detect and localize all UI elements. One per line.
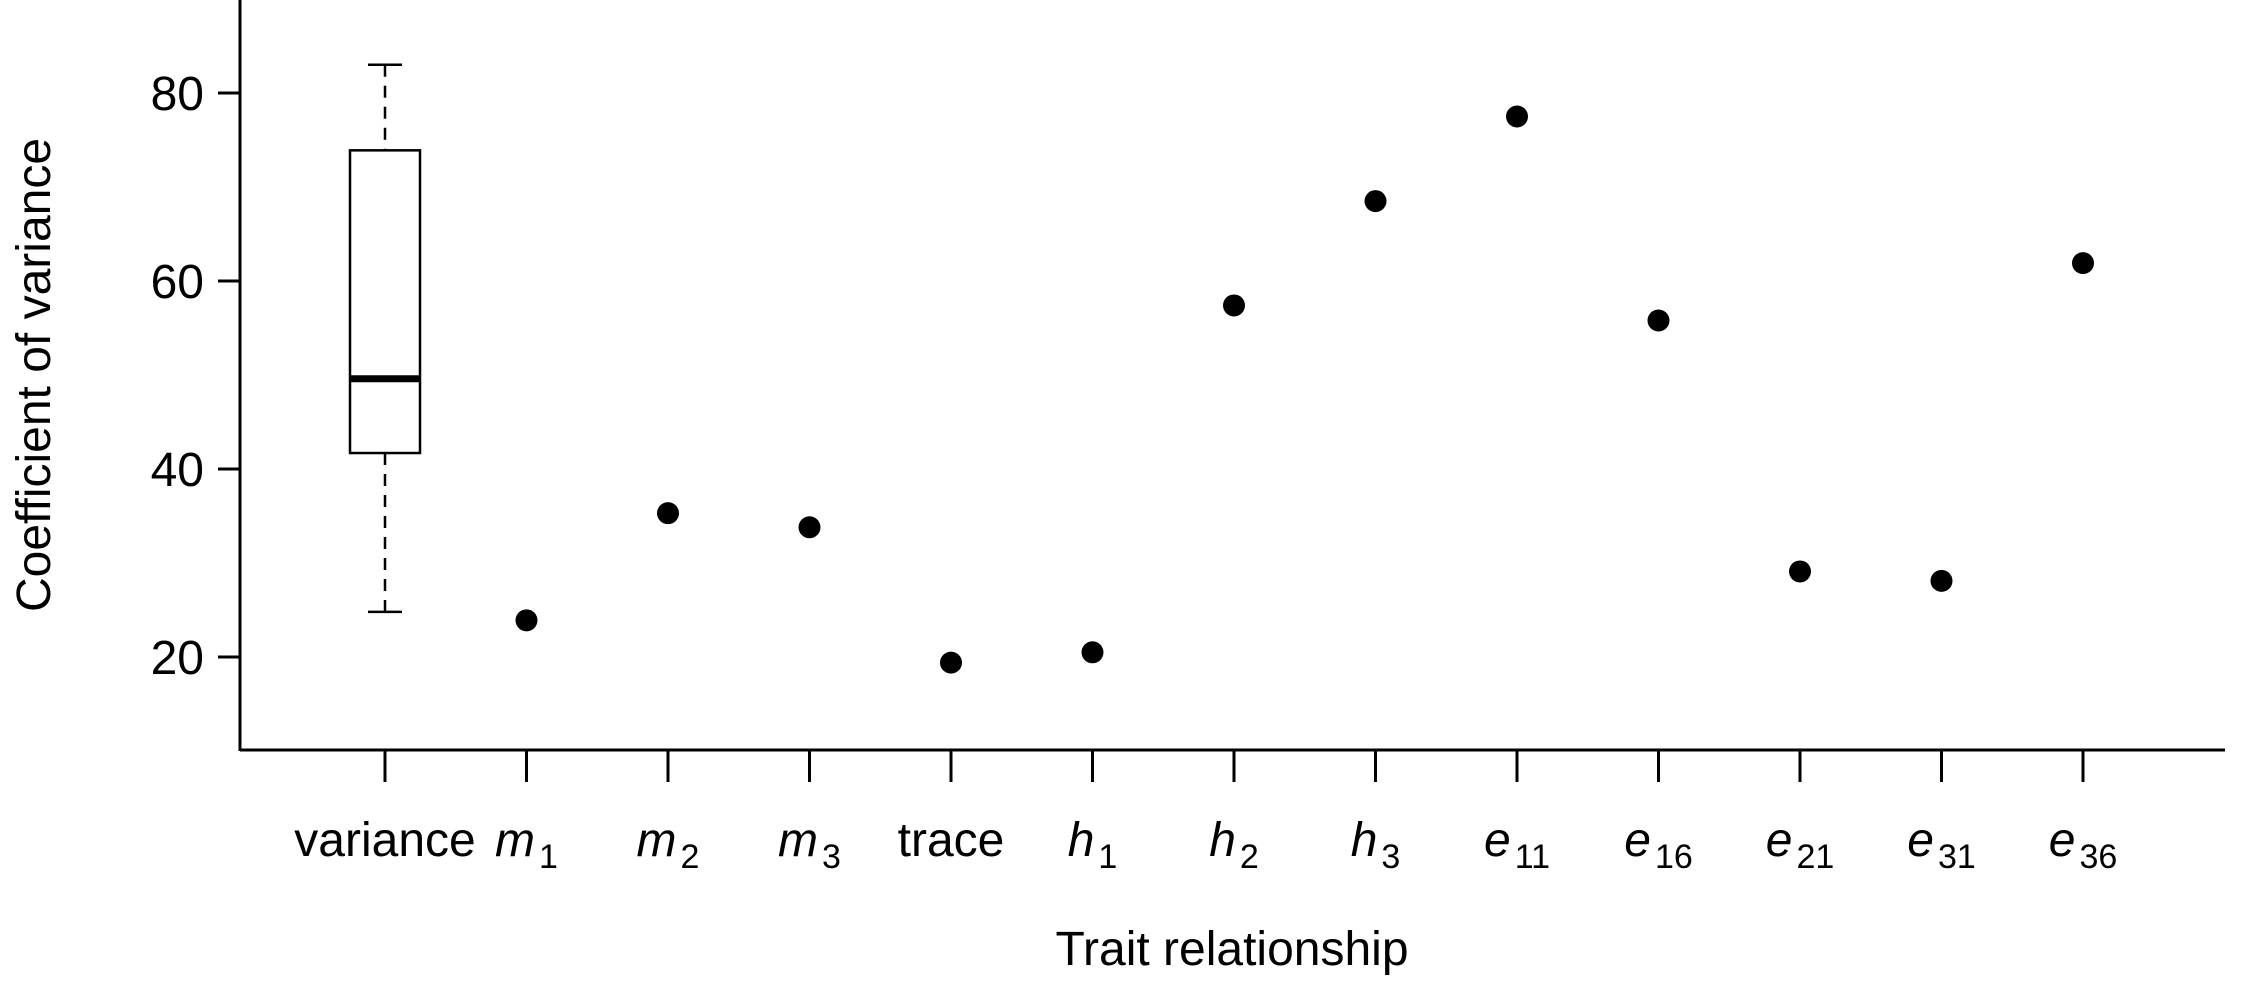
data-point-m1 xyxy=(515,609,538,632)
data-points xyxy=(515,105,2094,674)
x-tick-label-e16: e 16 xyxy=(1624,814,1693,876)
data-point-h1 xyxy=(1081,641,1104,664)
y-tick-label: 80 xyxy=(151,68,204,121)
x-tick-label-e11: e 11 xyxy=(1484,814,1550,876)
y-tick-label: 20 xyxy=(151,632,204,685)
data-point-e36 xyxy=(2072,252,2094,275)
data-point-trace xyxy=(940,651,962,674)
data-point-e16 xyxy=(1647,309,1670,332)
data-point-m2 xyxy=(657,502,679,525)
axis-labels: 20 40 60 80 variance m 1 m 2 m 3 trace h 1 h 2 h 3 e 11 e 16 e… xyxy=(151,68,2118,876)
boxplot xyxy=(348,63,422,614)
y-tick-label: 60 xyxy=(151,256,204,309)
data-point-e21 xyxy=(1789,560,1811,583)
x-tick-label-e31: e 31 xyxy=(1907,814,1976,876)
axes xyxy=(218,0,2225,782)
x-tick-label-trace: trace xyxy=(898,814,1005,867)
x-tick-label-e21: e 21 xyxy=(1766,814,1835,876)
data-point-m3 xyxy=(798,516,821,539)
y-tick-label: 40 xyxy=(151,444,204,497)
x-tick-label-variance: variance xyxy=(294,814,475,867)
box-iqr xyxy=(348,149,422,455)
data-point-h2 xyxy=(1223,294,1245,317)
data-point-e31 xyxy=(1930,569,1953,592)
data-point-e11 xyxy=(1506,105,1528,128)
y-axis-title: Coefficient of variance xyxy=(8,138,61,612)
data-point-h3 xyxy=(1364,190,1387,213)
x-axis-title: Trait relationship xyxy=(1055,923,1408,976)
x-tick-label-e36: e 36 xyxy=(2049,814,2118,876)
